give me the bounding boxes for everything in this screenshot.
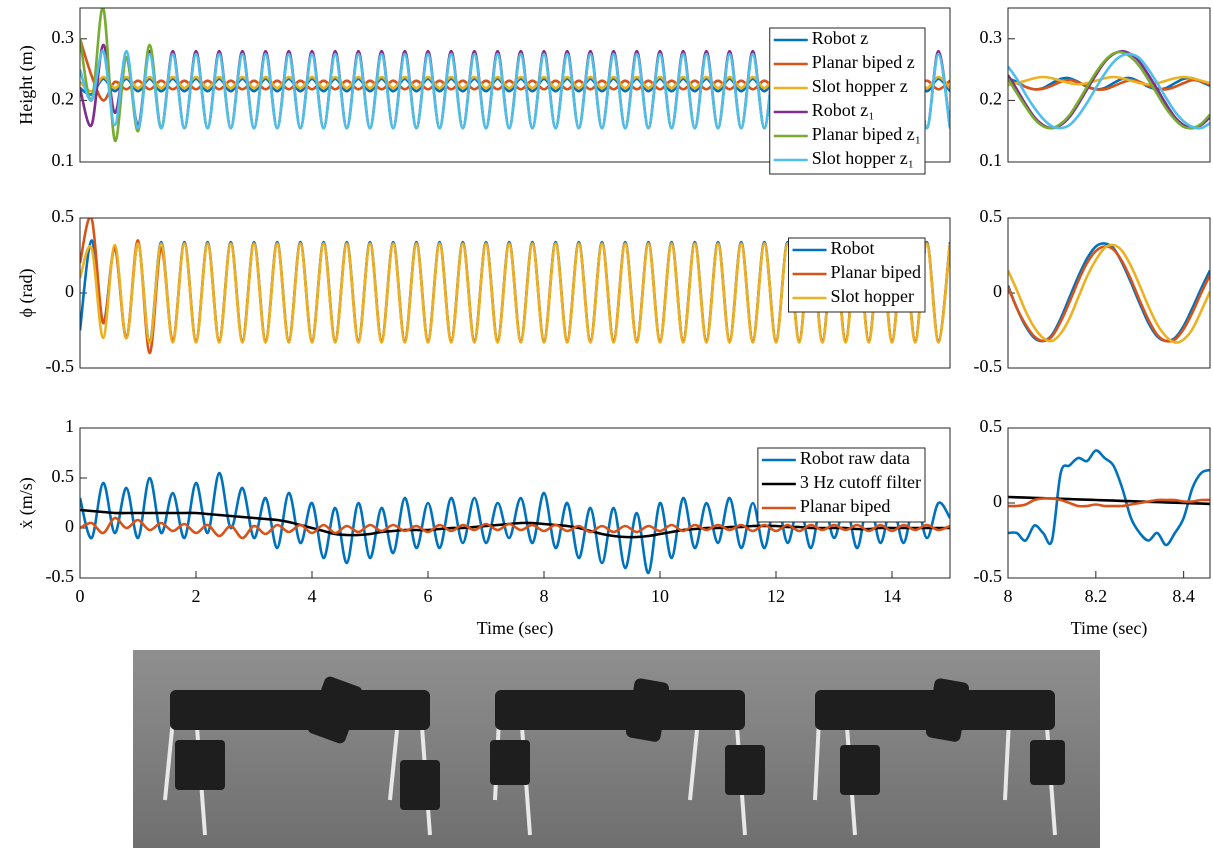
legend: Robot raw data 3 Hz cutoff filter Planar b…	[757, 447, 926, 523]
axes-box	[79, 427, 951, 579]
y-axis-label: ẋ (m/s)	[16, 477, 37, 529]
x-tick-label: 12	[767, 586, 785, 606]
legend-label: 3 Hz cutoff filter	[800, 472, 921, 492]
y-tick-label: 0.2	[980, 89, 1003, 109]
y-tick-label: 1	[65, 416, 74, 436]
legend-label: Robot raw data	[800, 448, 910, 468]
axes: -0.5 0 0.5 8 8.2 8.4 Time (sec)	[974, 416, 1211, 639]
y-tick-label: 0	[65, 516, 74, 536]
legend-label: Slot hopper z	[812, 76, 908, 96]
y-tick-label: -0.5	[46, 566, 75, 586]
data-line	[1008, 78, 1210, 91]
axes: -0.500.510 2 4 6 8 10 12 14ẋ (m/s)Time (sec)Rob…	[16, 416, 951, 639]
y-axis-label: ϕ (rad)	[16, 269, 37, 318]
y-tick-label: -0.5	[46, 356, 75, 376]
axes-box	[79, 7, 951, 163]
x-tick-label: 2	[192, 586, 201, 606]
y-tick-label: 0.3	[980, 27, 1003, 47]
axes: -0.5 0 0.5 ϕ (rad) Robot Planar biped Slot hop…	[16, 206, 951, 376]
y-tick-label: 0.1	[980, 150, 1003, 170]
y-tick-label: -0.5	[974, 566, 1003, 586]
x-tick-label: 8	[1004, 586, 1013, 606]
legend-label: Robot z₁	[812, 100, 875, 120]
legend-label: Planar biped	[831, 262, 921, 282]
legend-label: Robot z	[812, 28, 869, 48]
x-tick-label: 8.2	[1085, 586, 1108, 606]
y-tick-label: 0.3	[52, 27, 75, 47]
legend-label: Planar biped z₁	[812, 124, 921, 144]
legend: Robot Planar biped Slot hopper	[788, 237, 926, 313]
axes: 0.1 0.2 0.3	[980, 7, 1211, 170]
robot-photo	[133, 650, 1100, 848]
plot-lines	[1008, 242, 1210, 344]
data-line	[1008, 243, 1210, 344]
y-tick-label: 0	[993, 281, 1002, 301]
y-tick-label: 0.5	[52, 206, 75, 226]
data-line	[1008, 245, 1210, 343]
axes-box	[1007, 7, 1211, 163]
x-tick-label: 6	[424, 586, 433, 606]
data-line	[1008, 497, 1210, 508]
data-line	[1008, 449, 1210, 547]
x-axis-label: Time (sec)	[1071, 618, 1148, 639]
axes: 0.1 0.2 0.3 Height (m) Robot z Planar biped z…	[16, 7, 951, 175]
y-tick-label: 0	[65, 281, 74, 301]
legend-label: Robot	[831, 238, 875, 258]
legend-label: Slot hopper z₁	[812, 148, 914, 168]
y-axis-label: Height (m)	[16, 45, 37, 124]
y-tick-label: 0.1	[52, 150, 75, 170]
axes-box	[1007, 217, 1211, 369]
data-line	[1008, 50, 1210, 130]
x-tick-label: 10	[651, 586, 669, 606]
data-line	[1008, 75, 1210, 87]
plot-lines	[1008, 449, 1210, 547]
y-tick-label: -0.5	[974, 356, 1003, 376]
x-axis-label: Time (sec)	[477, 618, 554, 639]
data-line	[80, 516, 950, 540]
y-tick-label: 0	[993, 491, 1002, 511]
x-tick-label: 4	[308, 586, 317, 606]
plot-lines	[1008, 49, 1210, 130]
x-tick-label: 14	[883, 586, 901, 606]
y-tick-label: 0.5	[980, 206, 1003, 226]
plot-area	[1008, 218, 1210, 368]
x-tick-label: 0	[76, 586, 85, 606]
y-tick-label: 0.5	[52, 466, 75, 486]
legend-label: Planar biped	[800, 496, 890, 516]
y-tick-label: 0.2	[52, 89, 75, 109]
axes-box	[79, 217, 951, 369]
axes-box	[1007, 427, 1211, 579]
data-line	[1008, 52, 1210, 130]
legend-box	[769, 27, 926, 175]
y-tick-label: 0.5	[980, 416, 1003, 436]
x-tick-label: 8.4	[1172, 586, 1195, 606]
x-tick-label: 8	[540, 586, 549, 606]
axes: -0.5 0 0.5	[974, 206, 1211, 376]
legend-label: Planar biped z	[812, 52, 915, 72]
legend: Robot z Planar biped z Slot hopper z Robot …	[769, 27, 926, 175]
legend-label: Slot hopper	[831, 286, 915, 306]
